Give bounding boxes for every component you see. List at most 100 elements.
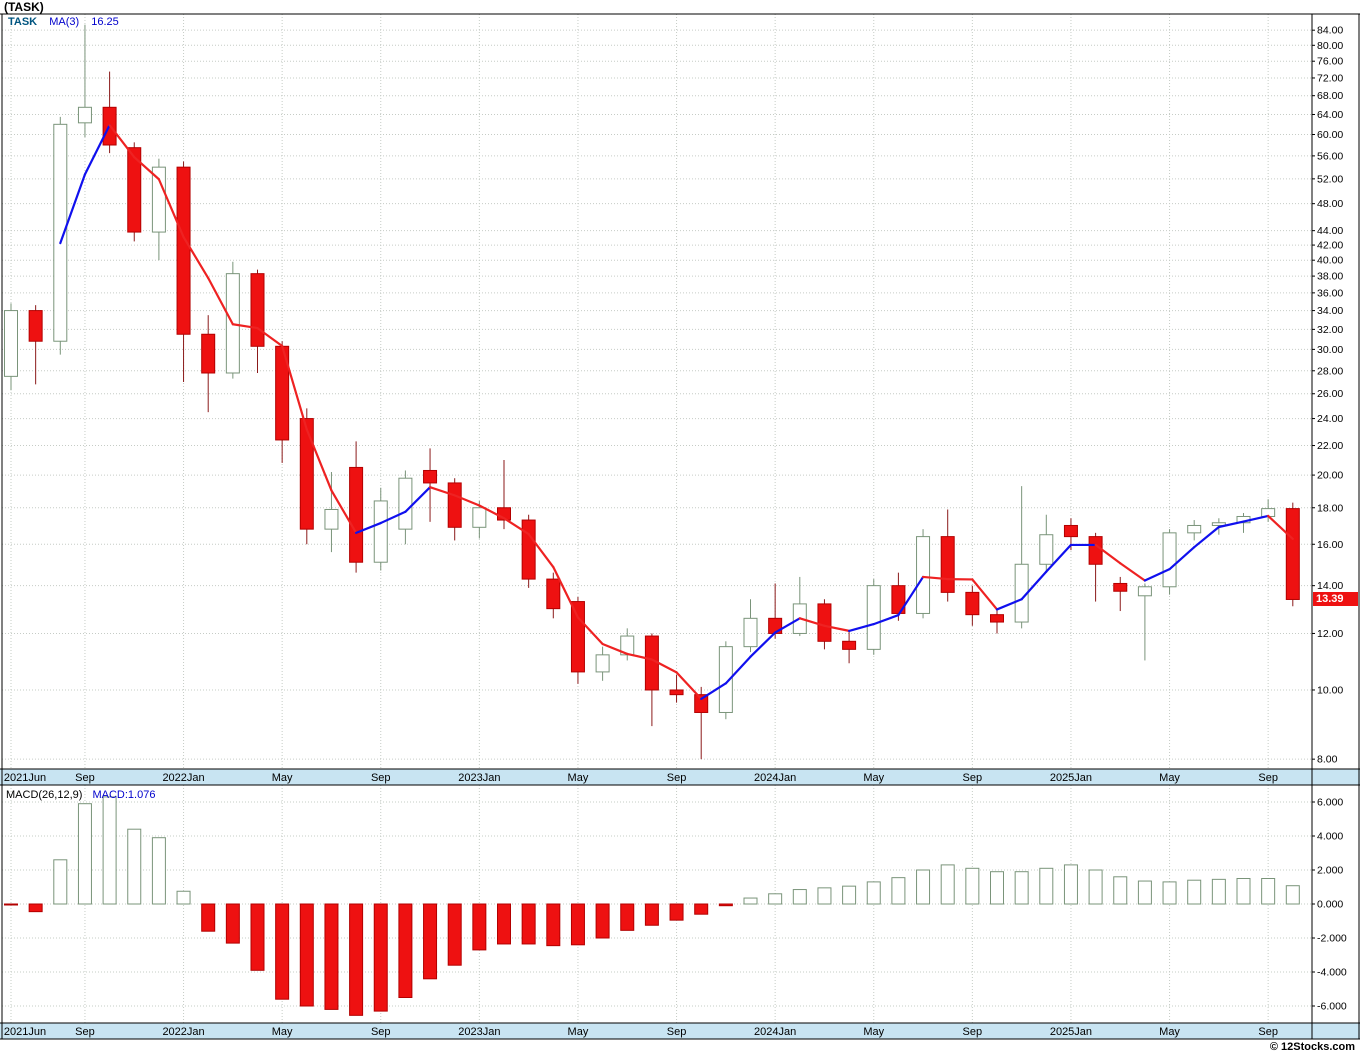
candle (891, 572, 906, 621)
price-axis-label: 68.00 (1317, 90, 1343, 102)
macd-bar (1088, 869, 1103, 905)
candle (176, 161, 191, 383)
price-axis-label: 64.00 (1317, 109, 1343, 121)
macd-bar (694, 903, 709, 915)
macd-bar (916, 869, 931, 905)
macd-bar (768, 893, 783, 905)
price-axis-label: 76.00 (1317, 56, 1343, 68)
candle (743, 599, 758, 653)
candle (349, 441, 364, 573)
x-axis-label: 2025Jan (1050, 772, 1092, 784)
price-axis-label: 60.00 (1317, 129, 1343, 141)
macd-legend-label: MACD(26,12,9) (6, 789, 83, 801)
price-axis-label: 48.00 (1317, 198, 1343, 210)
candle (521, 514, 536, 588)
x-axis-label: May (1159, 772, 1180, 784)
candle (620, 628, 635, 661)
candle (718, 641, 733, 720)
x-axis-label: 2022Jan (162, 772, 204, 784)
price-axis-label: 8.00 (1317, 754, 1338, 766)
x-axis-label: 2023Jan (458, 1026, 500, 1038)
right-axis: 84.00 80.00 76.00 72.00 68.00 64.00 60.00 56.00… (1312, 25, 1347, 1013)
price-axis-label: 28.00 (1317, 365, 1343, 377)
macd-histogram (4, 796, 1300, 1016)
macd-bar (275, 903, 290, 1000)
macd-bar (497, 903, 511, 945)
price-axis-label: 36.00 (1317, 287, 1343, 299)
price-axis-label: 84.00 (1317, 25, 1343, 37)
macd-bar (201, 903, 216, 932)
macd-bar (1113, 876, 1128, 905)
x-axis-label: 2022Jan (162, 1026, 204, 1038)
price-axis-label: 12.00 (1317, 628, 1343, 640)
x-axis-label: May (863, 1026, 884, 1038)
macd-bar (718, 903, 733, 907)
macd-bar (4, 903, 18, 906)
macd-bar (1137, 880, 1152, 905)
macd-bar (299, 903, 314, 1007)
candle (447, 478, 462, 541)
macd-bar (28, 903, 43, 913)
candle (201, 315, 216, 413)
candle (570, 596, 585, 684)
price-axis-label: 72.00 (1317, 72, 1343, 84)
candle (1137, 583, 1152, 661)
macd-bar (1261, 878, 1276, 905)
macd-bar (324, 903, 339, 1010)
macd-bar (398, 903, 413, 998)
macd-legend: MACD(26,12,9) MACD:1.076 (6, 789, 155, 801)
price-axis-label: 20.00 (1317, 470, 1343, 482)
macd-bar (1063, 864, 1078, 905)
macd-axis-label: -6.000 (1317, 1001, 1347, 1013)
x-axis-label: May (272, 772, 293, 784)
x-axis-label: 2021Jun (4, 772, 46, 784)
macd-bar (521, 903, 536, 945)
price-axis-label: 26.00 (1317, 388, 1343, 400)
candle (324, 472, 339, 553)
price-axis-label: 24.00 (1317, 413, 1343, 425)
page-title: (TASK) (4, 0, 44, 14)
macd-bar (472, 903, 487, 951)
footer-credit-link[interactable]: © 12Stocks.com (1269, 1041, 1355, 1053)
macd-bar (792, 889, 807, 905)
candle (127, 142, 142, 242)
macd-bar (570, 903, 585, 946)
macd-bar (77, 803, 92, 905)
x-axis-label: Sep (371, 1026, 391, 1038)
price-axis-label: 38.00 (1317, 271, 1343, 283)
candle (1285, 502, 1300, 607)
macd-bar (842, 885, 857, 905)
candle (940, 509, 955, 602)
candle (1039, 514, 1054, 571)
candle (669, 674, 684, 703)
x-axis-label: Sep (75, 1026, 95, 1038)
macd-bar (866, 881, 881, 905)
panel-borders (0, 13, 1360, 1040)
macd-bar (669, 903, 684, 921)
price-axis-label: 34.00 (1317, 305, 1343, 317)
macd-bar (1236, 878, 1251, 905)
candle (916, 529, 931, 619)
macd-legend-value: MACD:1.076 (92, 789, 156, 801)
candle (1088, 532, 1103, 602)
macd-bar (151, 837, 166, 905)
last-price-tag: 13.39 (1313, 592, 1358, 607)
macd-axis-label: 0.000 (1317, 899, 1343, 911)
macd-bar (373, 903, 388, 1012)
candle (102, 71, 117, 154)
candle (990, 608, 1004, 634)
x-axis-label: Sep (963, 1026, 983, 1038)
macd-axis-label: 2.000 (1317, 865, 1343, 877)
candle (423, 448, 438, 522)
macd-axis-label: 6.000 (1317, 797, 1343, 809)
candle (644, 633, 659, 727)
price-axis-label: 32.00 (1317, 324, 1343, 336)
macd-bar (1162, 881, 1177, 905)
x-axis-label: Sep (667, 772, 687, 784)
price-axis-label: 44.00 (1317, 225, 1343, 237)
candle (472, 500, 487, 539)
macd-bar (965, 867, 980, 905)
macd-axis-label: -4.000 (1317, 967, 1347, 979)
x-axis-label: Sep (371, 772, 391, 784)
